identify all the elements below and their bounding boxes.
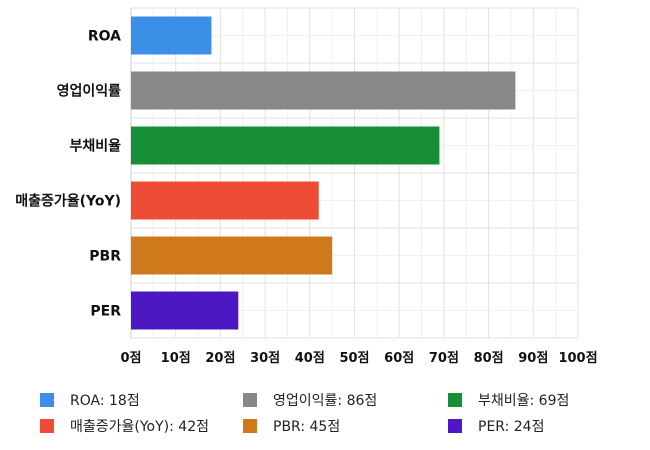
bar bbox=[131, 291, 239, 330]
legend-label: ROA: 18점 bbox=[70, 393, 140, 409]
bar bbox=[131, 126, 440, 165]
grid-lines bbox=[130, 7, 579, 339]
legend-item: 영업이익률: 86점 bbox=[243, 390, 377, 410]
legend-swatch bbox=[448, 419, 462, 433]
legend-swatch bbox=[40, 419, 54, 433]
category-label: PER bbox=[90, 304, 121, 320]
x-tick-label: 60점 bbox=[384, 351, 414, 366]
legend-label: PBR: 45점 bbox=[273, 419, 341, 435]
legend-label: 매출증가율(YoY): 42점 bbox=[70, 419, 209, 435]
legend-swatch bbox=[448, 393, 462, 407]
bars bbox=[131, 16, 516, 330]
x-tick-label: 100점 bbox=[558, 351, 597, 366]
bar bbox=[131, 16, 212, 55]
x-tick-label: 70점 bbox=[429, 351, 459, 366]
legend-label: 영업이익률: 86점 bbox=[273, 393, 378, 409]
legend-label: 부채비율: 69점 bbox=[478, 393, 570, 409]
x-tick-label: 40점 bbox=[295, 351, 325, 366]
legend-item: 매출증가율(YoY): 42점 bbox=[40, 416, 209, 436]
category-label: PBR bbox=[89, 249, 121, 265]
x-tick-labels: 0점 10점 20점 30점 40점 50점 60점 70점 80점 90점 100점 bbox=[120, 351, 597, 366]
x-tick-label: 80점 bbox=[474, 351, 504, 366]
legend-swatch bbox=[40, 393, 54, 407]
bar bbox=[131, 71, 516, 110]
bar bbox=[131, 236, 333, 275]
legend-item: 부채비율: 69점 bbox=[448, 390, 569, 410]
x-tick-label: 90점 bbox=[518, 351, 548, 366]
legend-item: PER: 24점 bbox=[448, 416, 544, 436]
legend-item: PBR: 45점 bbox=[243, 416, 340, 436]
legend-swatch bbox=[243, 419, 257, 433]
x-tick-label: 0점 bbox=[120, 351, 141, 366]
x-tick-label: 10점 bbox=[161, 351, 191, 366]
category-label: 영업이익률 bbox=[57, 83, 122, 100]
bar bbox=[131, 181, 319, 220]
x-tick-label: 50점 bbox=[339, 351, 369, 366]
category-label: 매출증가율(YoY) bbox=[15, 193, 121, 210]
x-tick-label: 30점 bbox=[250, 351, 280, 366]
legend-swatch bbox=[243, 393, 257, 407]
legend-item: ROA: 18점 bbox=[40, 390, 140, 410]
category-label: ROA bbox=[88, 29, 121, 45]
x-tick-label: 20점 bbox=[205, 351, 235, 366]
legend-label: PER: 24점 bbox=[478, 419, 545, 435]
category-label: 부채비율 bbox=[69, 138, 121, 155]
